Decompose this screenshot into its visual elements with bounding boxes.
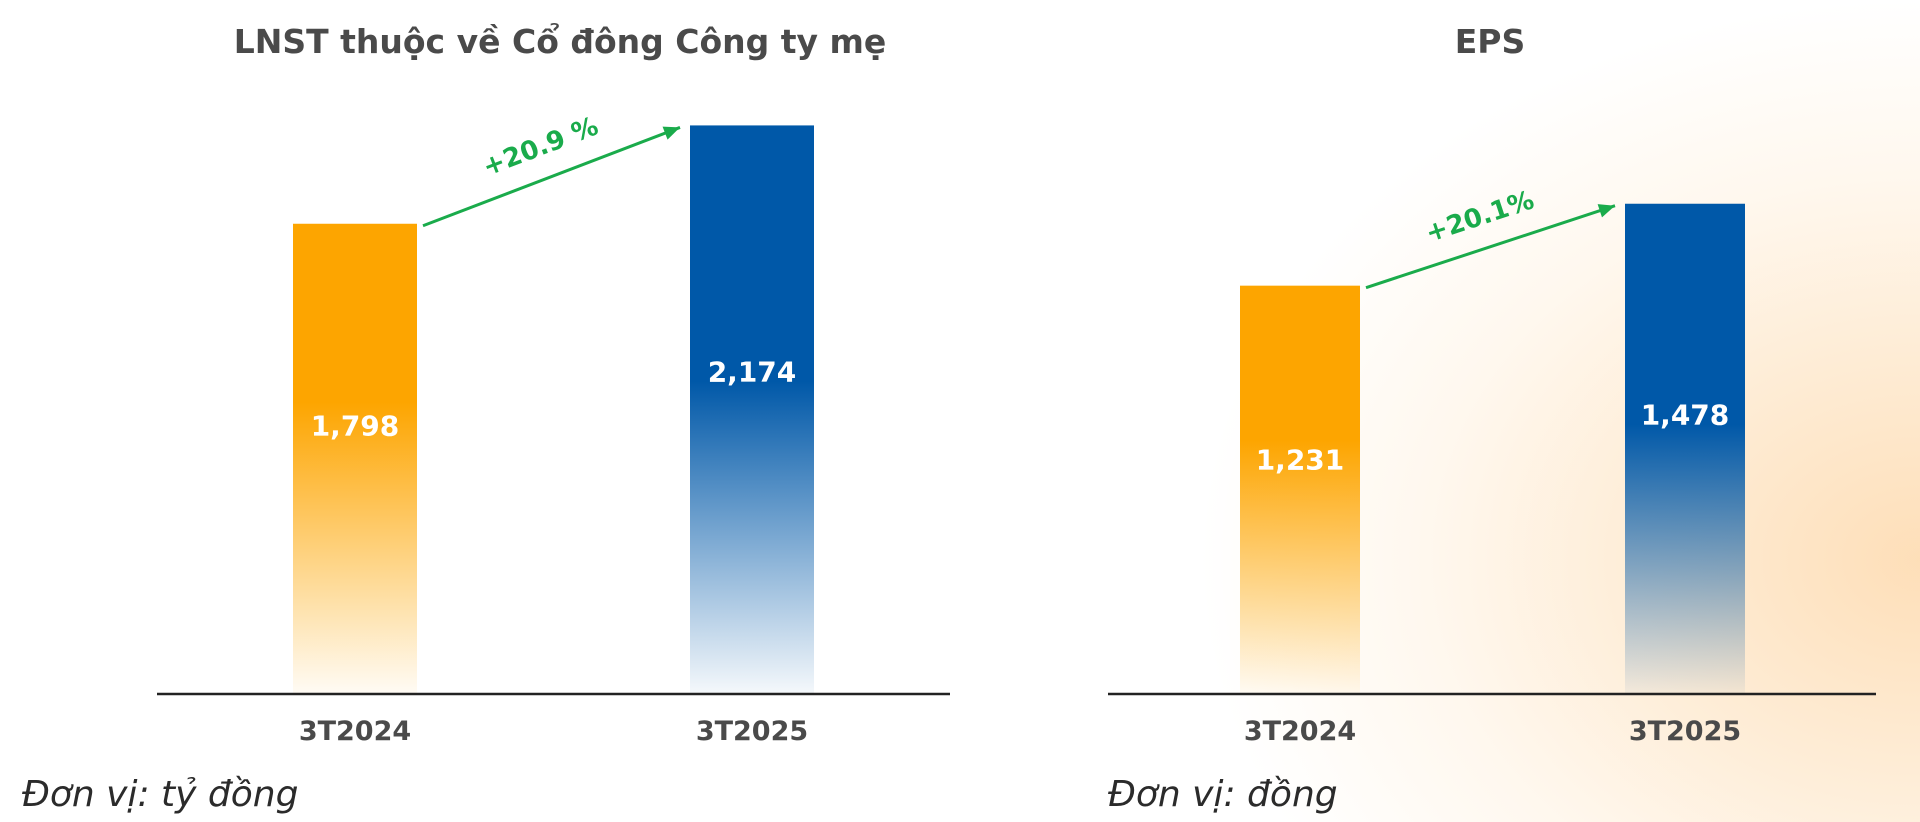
value-label-eps-0: 1,231	[1256, 443, 1345, 476]
bar-lnst-3t2025	[690, 125, 814, 694]
chart-eps: 1,231 3T2024 1,478 3T2025 +20.1%	[1108, 185, 1876, 747]
value-label-eps-1: 1,478	[1641, 398, 1730, 431]
value-label-lnst-1: 2,174	[708, 355, 797, 388]
bar-eps-3t2024	[1240, 285, 1360, 694]
category-label-lnst-0: 3T2024	[299, 716, 411, 747]
growth-arrowhead-lnst	[662, 126, 680, 140]
chart-title-eps: EPS	[1454, 22, 1526, 61]
growth-label-lnst: +20.9 %	[479, 111, 603, 182]
growth-arrowhead-eps	[1597, 204, 1615, 218]
bar-eps-3t2025	[1625, 203, 1745, 695]
growth-arrow-lnst	[422, 126, 681, 228]
value-label-lnst-0: 1,798	[311, 409, 400, 442]
growth-arrow-eps	[1365, 204, 1616, 290]
bar-lnst-3t2024	[293, 223, 417, 694]
category-label-eps-0: 3T2024	[1244, 716, 1356, 747]
unit-note-eps: Đơn vị: đồng	[1108, 774, 1338, 815]
category-label-eps-1: 3T2025	[1629, 716, 1741, 747]
chart-lnst: 1,798 3T2024 2,174 3T2025 +20.9 %	[157, 111, 950, 747]
chart-title-lnst: LNST thuộc về Cổ đông Công ty mẹ	[233, 22, 887, 61]
growth-label-eps: +20.1%	[1422, 185, 1538, 249]
category-label-lnst-1: 3T2025	[696, 716, 808, 747]
unit-note-lnst: Đơn vị: tỷ đồng	[22, 774, 299, 815]
